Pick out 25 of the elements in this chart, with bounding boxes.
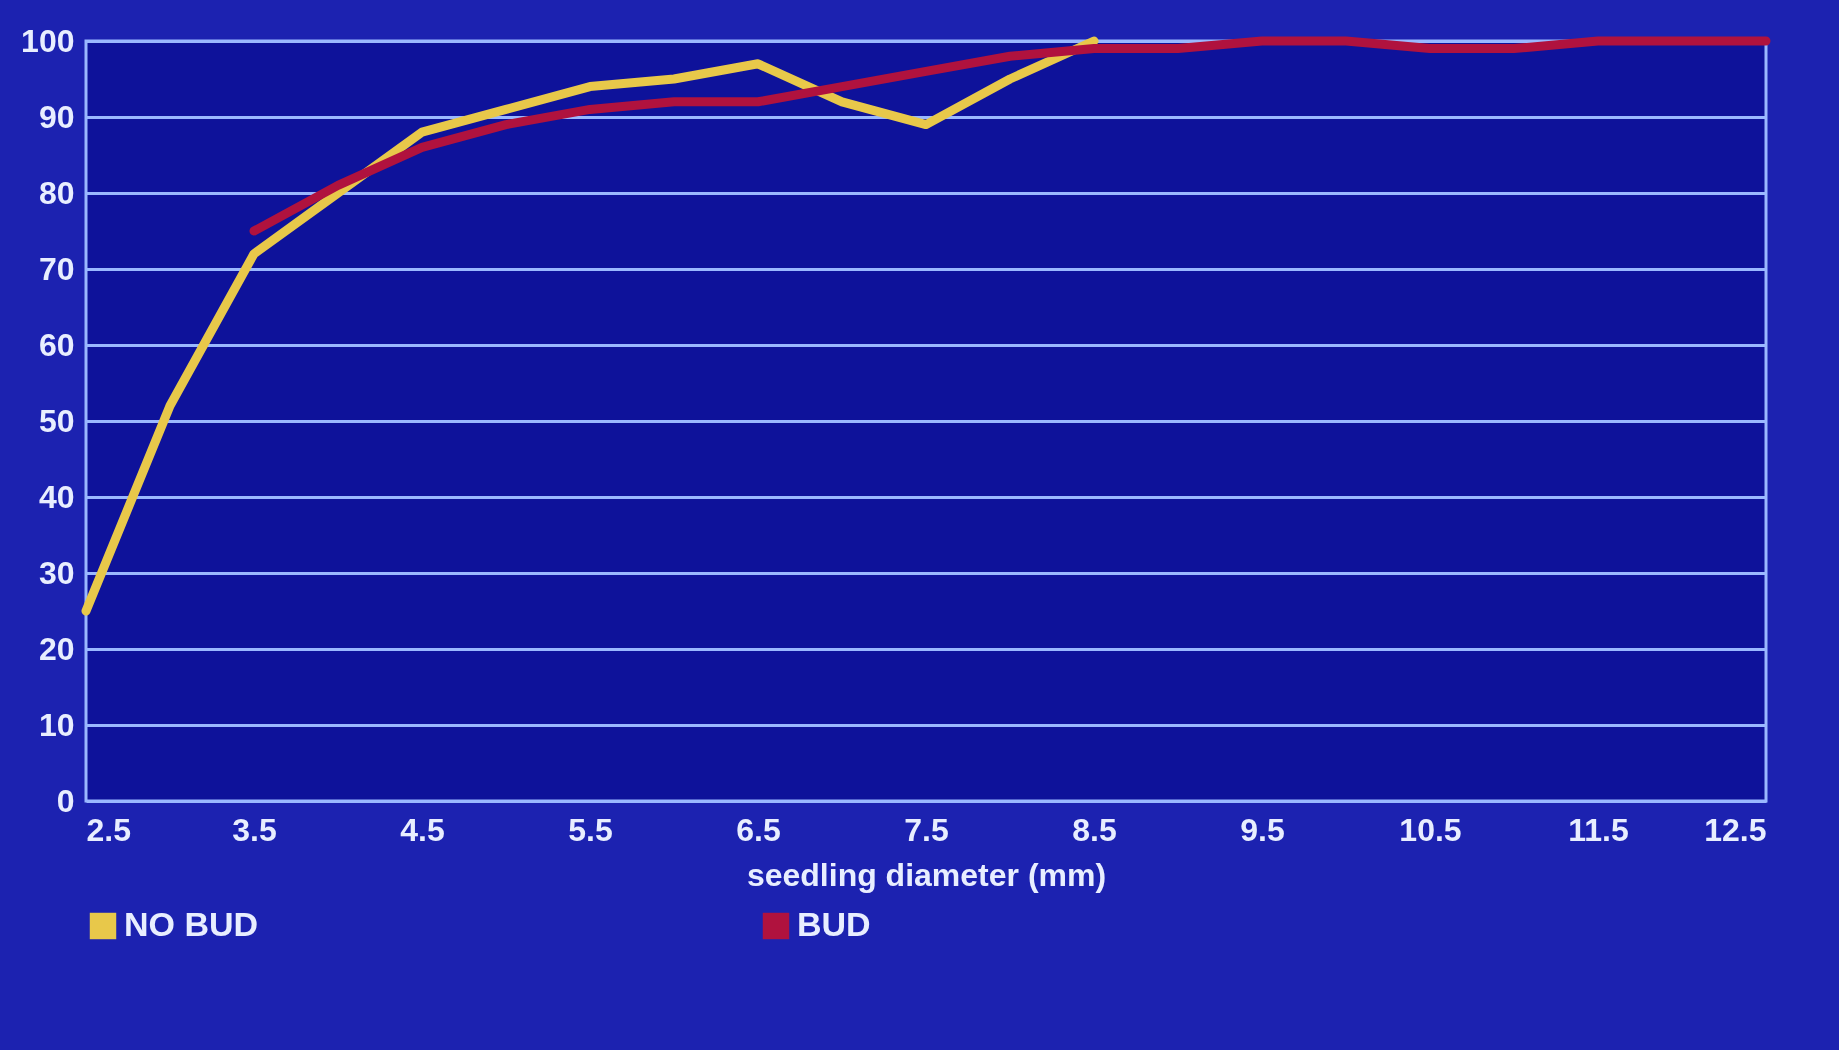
y-tick-label: 80	[38, 174, 75, 211]
x-tick-label: 5.5	[568, 811, 613, 848]
y-tick-label: 20	[38, 630, 75, 667]
x-tick-label: 9.5	[1240, 811, 1285, 848]
x-tick-label: 8.5	[1072, 811, 1117, 848]
legend-label: NO BUD	[124, 905, 259, 943]
legend-label: BUD	[797, 905, 871, 943]
y-tick-label: 50	[38, 402, 75, 439]
x-tick-label: 7.5	[904, 811, 949, 848]
x-tick-label: 12.5	[1704, 811, 1767, 848]
y-tick-label: 100	[21, 22, 75, 59]
x-tick-label: 4.5	[400, 811, 445, 848]
x-tick-label: 10.5	[1399, 811, 1462, 848]
y-tick-label: 0	[56, 782, 75, 819]
y-tick-label: 40	[38, 478, 75, 515]
x-tick-label: 6.5	[736, 811, 781, 848]
y-tick-label: 60	[38, 326, 75, 363]
x-tick-label: 2.5	[86, 811, 131, 848]
y-tick-label: 90	[38, 98, 75, 135]
x-tick-label: 3.5	[232, 811, 277, 848]
y-tick-label: 10	[38, 706, 75, 743]
y-tick-label: 70	[38, 250, 75, 287]
y-tick-label: 30	[38, 554, 75, 591]
x-axis-title: seedling diameter (mm)	[746, 856, 1107, 893]
x-tick-label: 11.5	[1568, 811, 1629, 848]
